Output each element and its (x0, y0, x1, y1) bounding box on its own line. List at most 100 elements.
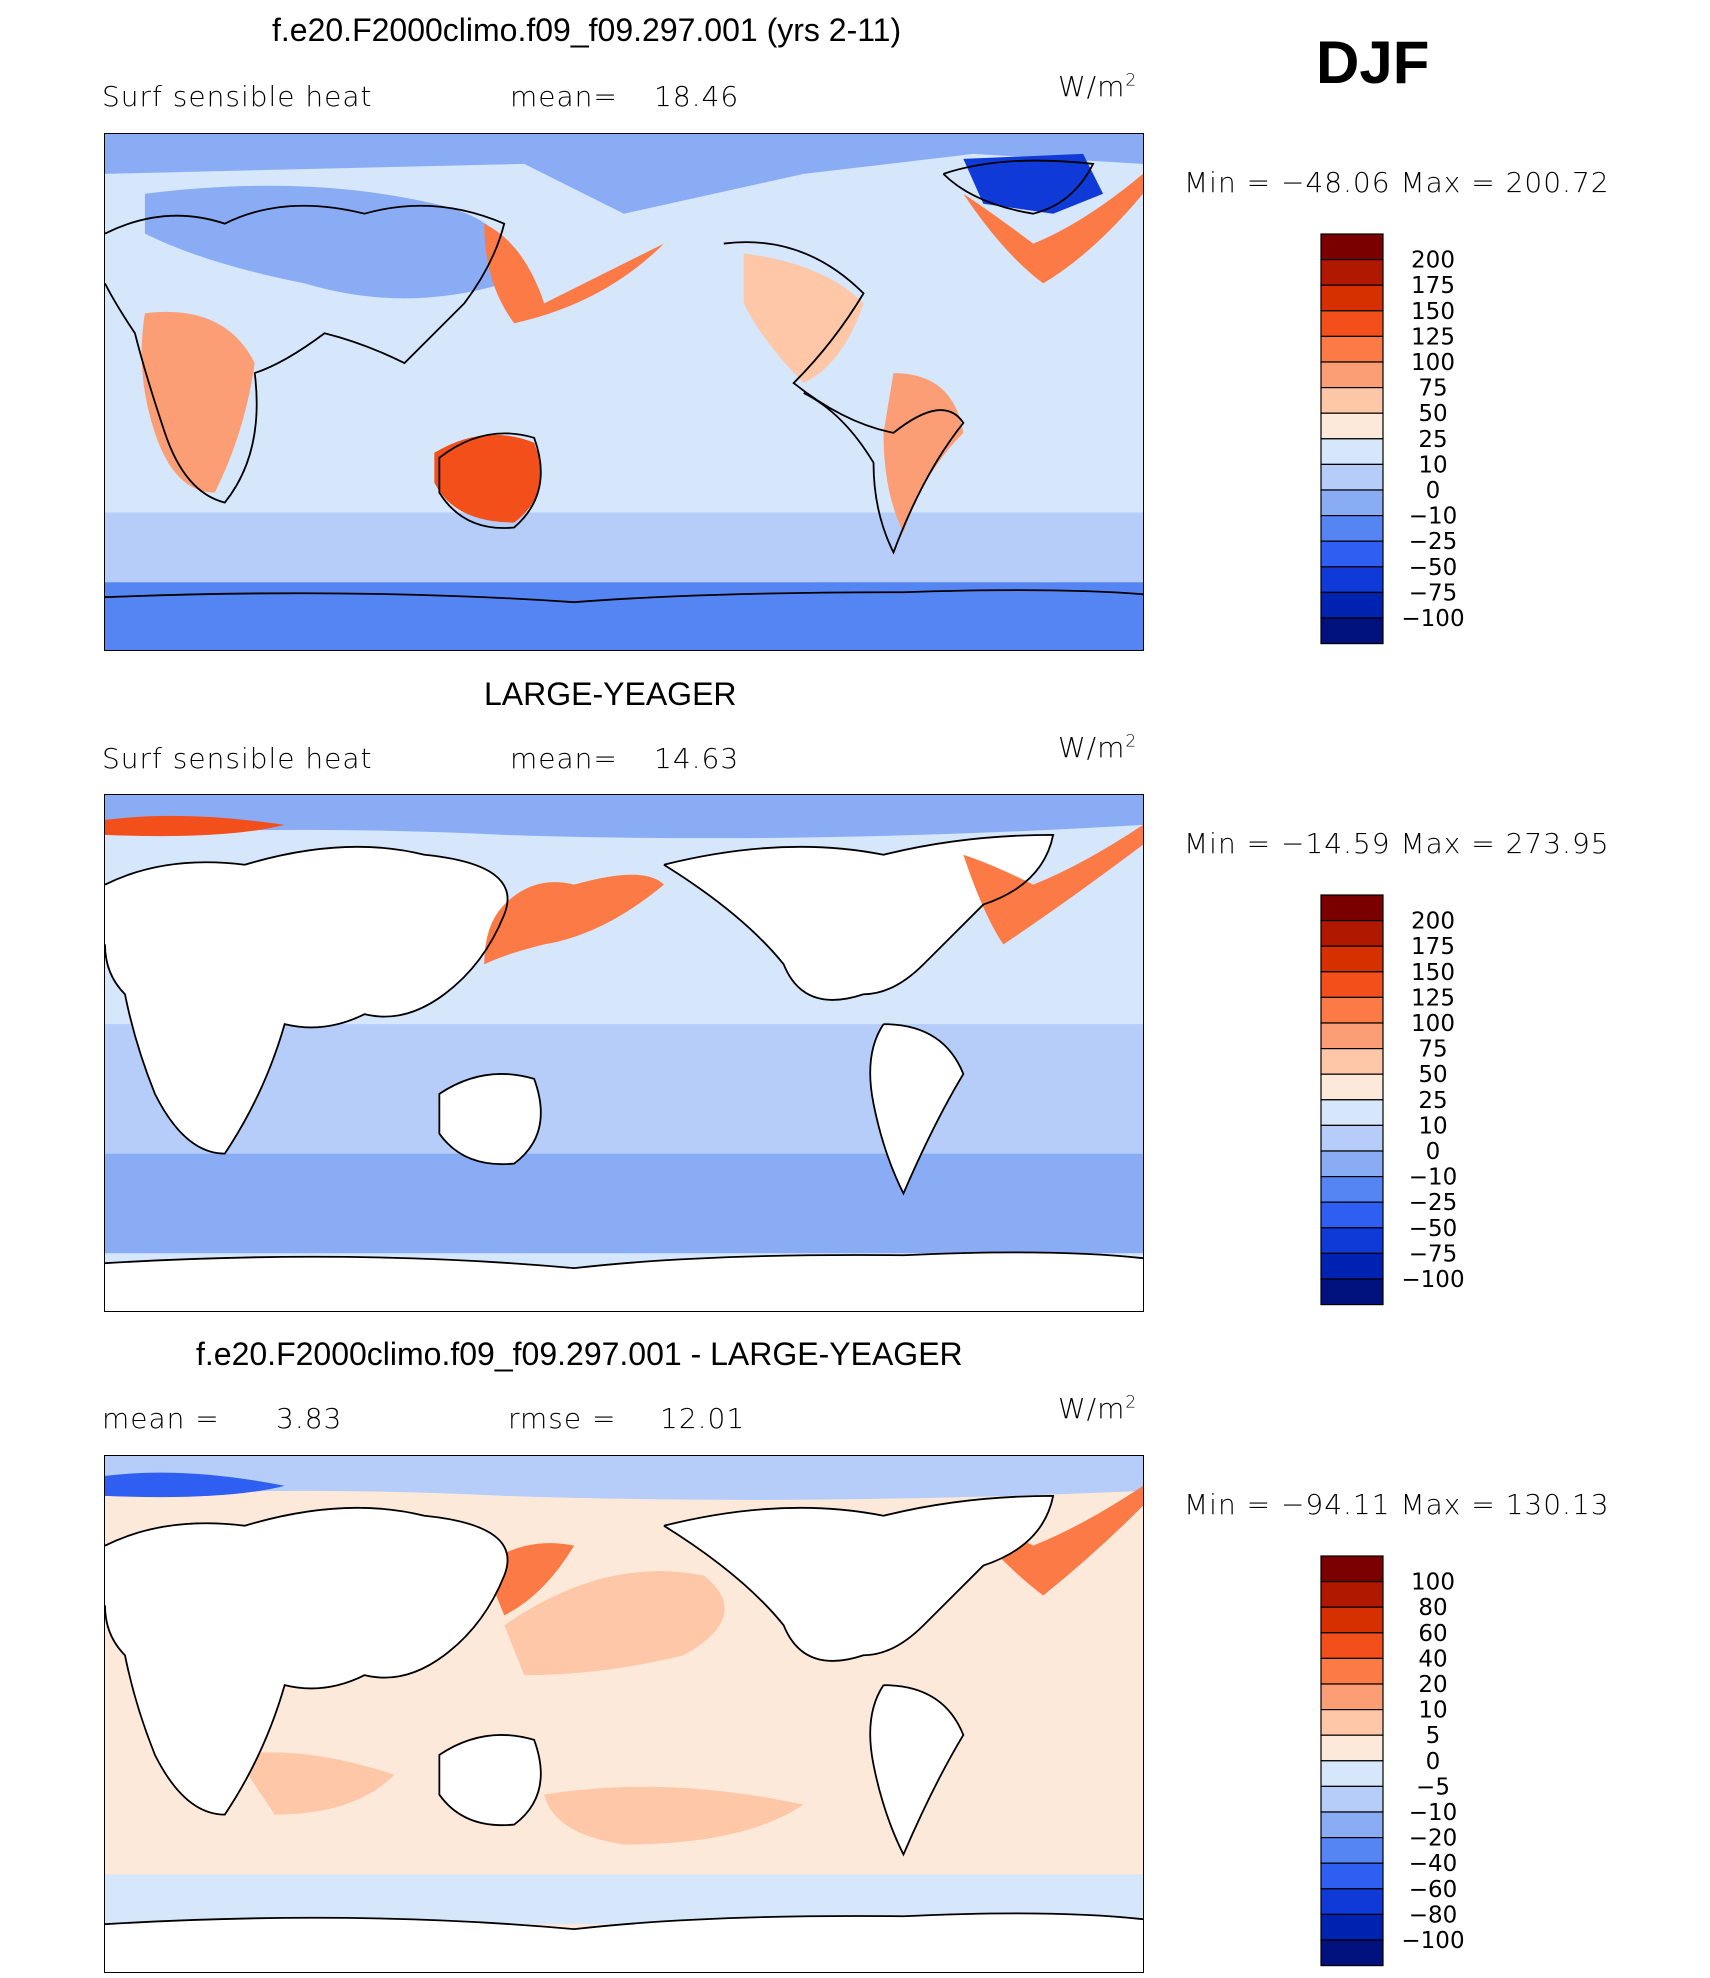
colorbar-level-label: 200 (1411, 248, 1455, 274)
panel-1-variable-label: Surf sensible heat (102, 80, 373, 113)
colorbar-swatch (1320, 259, 1384, 286)
colorbar-swatch (1320, 894, 1384, 922)
greenland-cold-area (963, 153, 1104, 214)
colorbar-swatch (1320, 1073, 1384, 1101)
colorbar-swatch (1320, 233, 1384, 261)
eurasia-land (105, 1507, 508, 1815)
colorbar-swatch (1320, 310, 1384, 338)
colorbar-swatch (1320, 591, 1384, 619)
colorbar-level-label: 100 (1411, 1011, 1455, 1037)
eurasia-cold-area (144, 185, 508, 299)
gulf-stream-warm (963, 173, 1143, 284)
colorbar-swatch (1320, 1632, 1384, 1660)
colorbar-swatch (1320, 1606, 1384, 1634)
south-america-warm (883, 373, 964, 533)
colorbar-swatch (1320, 1581, 1384, 1608)
colorbar-swatch (1320, 996, 1384, 1024)
panel-3-title: f.e20.F2000climo.f09_f09.297.001 - LARGE… (196, 1336, 963, 1372)
antarctica-land (105, 1913, 1143, 1972)
australia-land (439, 1734, 541, 1826)
colorbar-level-label: 60 (1418, 1621, 1447, 1647)
colorbar-level-label: −80 (1409, 1902, 1458, 1928)
colorbar-level-label: −100 (1401, 1267, 1464, 1293)
colorbar-level-label: 25 (1418, 1088, 1447, 1114)
colorbar-level-label: −100 (1401, 1928, 1464, 1954)
panel-3-colorbar: 100 80 60 40 20 10 5 0 −5 −10 −20 −40 −60 −80 −100 (1320, 1555, 1480, 1967)
gulf-stream-warm (963, 824, 1143, 945)
antarctic-band (105, 582, 1143, 650)
colorbar-swatch (1320, 1811, 1384, 1839)
australia-land (439, 1073, 541, 1165)
colorbar-swatch (1320, 1657, 1384, 1685)
colorbar-swatch (1320, 1709, 1384, 1736)
south-america-land (870, 1024, 964, 1194)
colorbar-level-label: 0 (1426, 478, 1441, 504)
colorbar-level-label: 75 (1418, 376, 1447, 402)
colorbar-swatch (1320, 1048, 1384, 1075)
panel-1-mean-value: 18.46 (654, 80, 740, 113)
colorbar-swatch (1320, 284, 1384, 312)
colorbar-swatch (1320, 1760, 1384, 1788)
panel-1-title: f.e20.F2000climo.f09_f09.297.001 (yrs 2-… (272, 12, 902, 48)
colorbar-swatch (1320, 1227, 1384, 1254)
north-america-land (663, 834, 1054, 1000)
panel-2-units: W/m2 (1058, 731, 1138, 764)
panel-3-map (104, 1455, 1144, 1973)
colorbar-level-label: −10 (1409, 504, 1458, 530)
colorbar-swatch (1320, 463, 1384, 491)
gulf-stream-warm (963, 1485, 1143, 1596)
colorbar-level-label: 150 (1411, 960, 1455, 986)
panel-2-title: LARGE-YEAGER (484, 676, 737, 712)
colorbar-swatch (1320, 515, 1384, 542)
colorbar-swatch (1320, 566, 1384, 593)
colorbar-swatch (1320, 540, 1384, 568)
colorbar-level-label: 175 (1411, 273, 1455, 299)
colorbar-level-label: −100 (1401, 606, 1464, 632)
colorbar-level-label: 25 (1418, 427, 1447, 453)
south-pacific-warm (544, 1786, 804, 1845)
colorbar-swatch (1320, 361, 1384, 389)
colorbar-swatch (1320, 1252, 1384, 1280)
coastlines (105, 159, 1143, 604)
australia-warm (434, 434, 541, 523)
colorbar-swatch (1320, 438, 1384, 466)
colorbar-level-label: 175 (1411, 934, 1455, 960)
panel-2-colorbar: 200 175 150 125 100 75 50 25 10 0 −10 −25 −50 −75 −100 (1320, 894, 1480, 1306)
colorbar-level-label: 100 (1411, 350, 1455, 376)
kuroshio-warm (484, 223, 664, 324)
colorbar-swatch (1320, 1862, 1384, 1890)
colorbar-swatch (1320, 387, 1384, 414)
eurasia-land (105, 846, 508, 1154)
panel-2-mean-label: mean= (510, 742, 618, 775)
south-america-land (870, 1685, 964, 1855)
colorbar-level-label: −10 (1409, 1800, 1458, 1826)
colorbar-swatch (1320, 1734, 1384, 1762)
colorbar-level-label: 80 (1418, 1595, 1447, 1621)
panel-2-variable-label: Surf sensible heat (102, 742, 373, 775)
colorbar-swatch (1320, 1939, 1384, 1967)
colorbar-swatch (1320, 1913, 1384, 1941)
coastlines (105, 1494, 1143, 1931)
panel-3-rmse-value: 12.01 (660, 1402, 746, 1435)
antarctica-land (105, 1252, 1143, 1311)
colorbar-level-label: 200 (1411, 909, 1455, 935)
colorbar-level-label: 10 (1418, 1698, 1447, 1724)
colorbar-swatch (1320, 335, 1384, 363)
colorbar-swatch (1320, 1837, 1384, 1864)
colorbar-swatch (1320, 489, 1384, 517)
colorbar-level-label: 50 (1418, 401, 1447, 427)
north-pacific-warm (504, 1571, 725, 1676)
panel-1-minmax: Min = −48.06 Max = 200.72 (1184, 166, 1610, 199)
colorbar-level-label: 40 (1418, 1646, 1447, 1672)
colorbar-level-label: −75 (1409, 580, 1458, 606)
colorbar-swatch (1320, 617, 1384, 645)
norwegian-warm (105, 815, 285, 837)
colorbar-level-label: 20 (1418, 1672, 1447, 1698)
colorbar-swatch (1320, 412, 1384, 440)
colorbar-level-label: −50 (1409, 555, 1458, 581)
indian-ocean-warm (234, 1752, 395, 1815)
panel-1-colorbar: 200 175 150 125 100 75 50 25 10 0 −10 −25 −50 −75 −100 (1320, 233, 1480, 645)
colorbar-level-label: 0 (1426, 1749, 1441, 1775)
colorbar-level-label: 100 (1411, 1570, 1455, 1596)
colorbar-level-label: 10 (1418, 1113, 1447, 1139)
